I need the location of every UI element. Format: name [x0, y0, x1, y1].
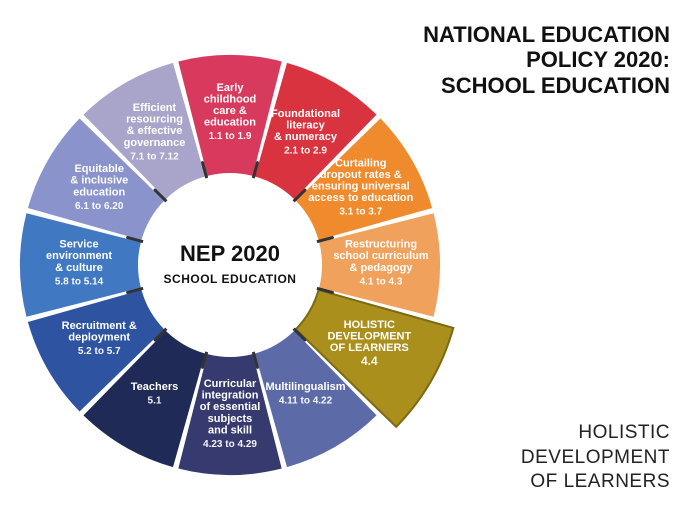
segment-range: 5.1 [148, 396, 162, 407]
title-line-3: SCHOOL EDUCATION [423, 73, 670, 98]
segment-range: 4.11 to 4.22 [279, 396, 333, 407]
segment-range: 4.4 [361, 354, 378, 368]
segment-label: OF LEARNERS [330, 342, 409, 354]
segment-label: access to education [308, 192, 413, 204]
segment-label-group: Efficientresourcing& effectivegovernance… [124, 102, 186, 162]
segment-label-group: Equitable& inclusiveeducation 6.1 to 6.20 [70, 163, 128, 212]
segment-label: Early [217, 82, 245, 94]
segment-label: resourcing [126, 114, 183, 126]
segment-label: education [204, 117, 256, 129]
title-line-1: NATIONAL EDUCATION [423, 22, 670, 47]
segment-label: school curriculum [333, 250, 429, 262]
segment-label: Restructuring [345, 239, 417, 251]
segment-label: education [73, 186, 125, 198]
segment-label: literacy [286, 119, 325, 131]
segment-label: HOLISTIC [344, 319, 395, 331]
center-title: NEP 2020 [180, 241, 280, 266]
segment-label: Recruitment & [62, 320, 137, 332]
segment-label-group: Curricularintegrationof essentialsubject… [200, 378, 261, 450]
segment-label: Teachers [131, 381, 179, 393]
segment-label: & pedagogy [350, 262, 414, 274]
segment-label: & inclusive [70, 175, 128, 187]
segment-range: 4.1 to 4.3 [360, 276, 403, 287]
segment-label: integration [202, 390, 259, 402]
segment-range: 7.1 to 7.12 [130, 151, 179, 162]
segment-label: childhood [204, 93, 257, 105]
main-title: NATIONAL EDUCATION POLICY 2020: SCHOOL E… [423, 22, 670, 98]
subtitle-line-1: HOLISTIC [521, 421, 670, 446]
segment-range: 3.1 to 3.7 [339, 207, 382, 218]
segment-label: & culture [55, 262, 103, 274]
segment-label: DEVELOPMENT [327, 331, 411, 343]
segment-label: of essential [200, 401, 261, 413]
segment-label: ensuring universal [312, 181, 410, 193]
segment-range: 1.1 to 1.9 [209, 131, 252, 142]
segment-label: and skill [208, 424, 252, 436]
segment-range: 5.2 to 5.7 [78, 346, 121, 357]
subtitle: HOLISTIC DEVELOPMENT OF LEARNERS [521, 421, 670, 495]
segment-label: Equitable [74, 163, 124, 175]
segment-label: governance [124, 137, 186, 149]
subtitle-line-3: OF LEARNERS [521, 470, 670, 495]
segment-label: Efficient [133, 102, 177, 114]
segment-label: subjects [208, 413, 253, 425]
segment-label: dropout rates & [320, 169, 402, 181]
segment-range: 4.23 to 4.29 [203, 439, 257, 450]
subtitle-line-2: DEVELOPMENT [521, 446, 670, 471]
segment-label: Curtailing [335, 157, 386, 169]
segment-label: & effective [127, 125, 183, 137]
segment-label: & numeracy [274, 131, 338, 143]
segment-range: 2.1 to 2.9 [284, 146, 327, 157]
title-line-2: POLICY 2020: [423, 47, 670, 72]
segment-label: Service [59, 239, 98, 251]
center-subtitle: SCHOOL EDUCATION [164, 272, 297, 286]
segment-range: 5.8 to 5.14 [55, 276, 104, 287]
segment-label: Curricular [204, 378, 257, 390]
segment-label: care & [213, 105, 247, 117]
segment-label: deployment [68, 332, 130, 344]
segment-label: environment [46, 250, 112, 262]
segment-range: 6.1 to 6.20 [75, 201, 124, 212]
segment-label: Multilingualism [265, 381, 345, 393]
segment-label: Foundational [271, 108, 340, 120]
